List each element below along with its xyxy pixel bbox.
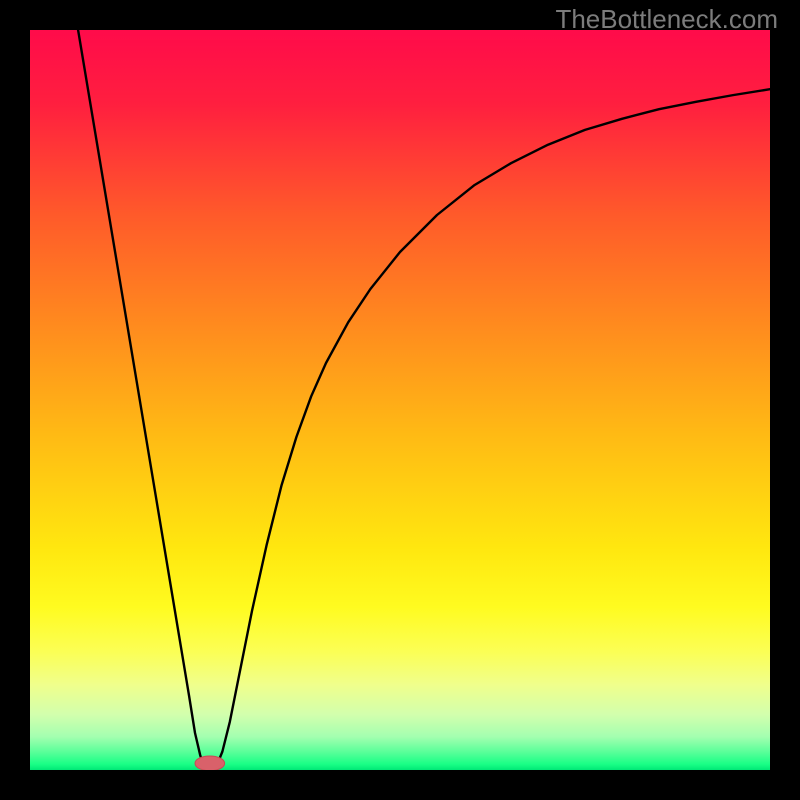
chart-svg [30, 30, 770, 770]
plot-area [30, 30, 770, 770]
watermark-label: TheBottleneck.com [555, 4, 778, 35]
optimal-marker [195, 756, 225, 770]
outer-frame: TheBottleneck.com [0, 0, 800, 800]
gradient-background [30, 30, 770, 770]
